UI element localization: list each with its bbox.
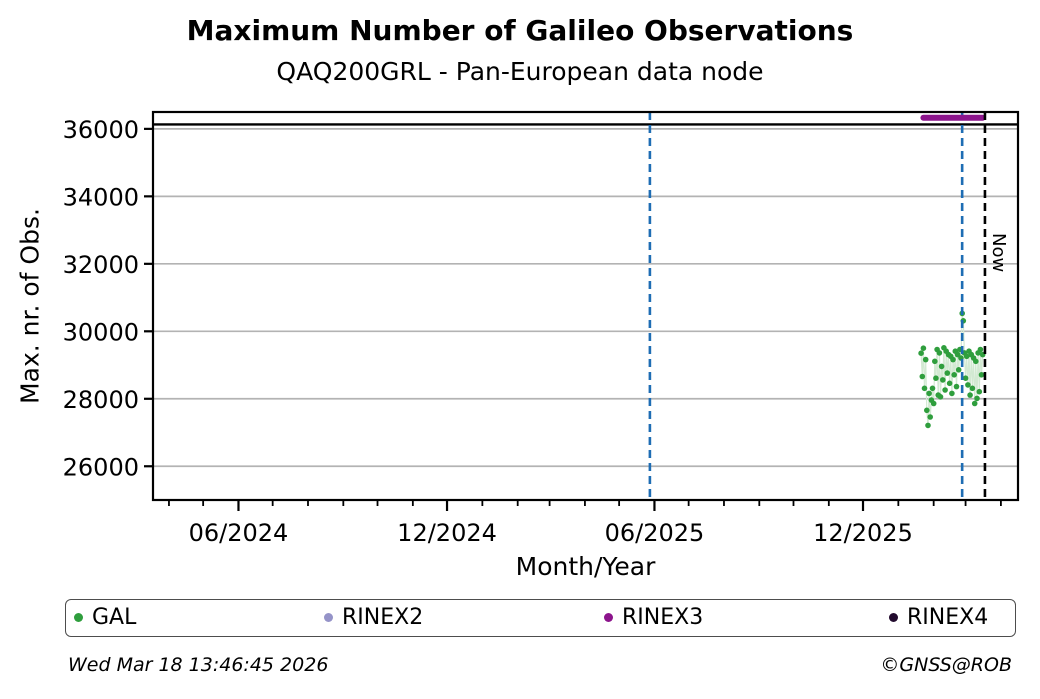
y-tick-label: 28000	[63, 386, 139, 414]
legend-marker-rinex4-icon	[889, 612, 898, 622]
gal-data-point	[930, 400, 937, 407]
y-tick-label: 34000	[63, 183, 139, 211]
legend-box: GAL RINEX2 RINEX3 RINEX4	[65, 599, 1016, 637]
gal-data-point	[926, 390, 932, 397]
gal-data-point	[921, 385, 928, 392]
gal-data-point	[962, 375, 969, 382]
y-tick-label: 26000	[63, 453, 139, 481]
legend-label: RINEX4	[907, 604, 989, 630]
y-tick-label: 36000	[63, 116, 139, 144]
x-tick-label: 12/2024	[397, 519, 497, 547]
gal-data-point	[973, 358, 979, 365]
gal-data-point	[944, 370, 951, 376]
legend-label: GAL	[92, 604, 137, 630]
copyright-label: ©GNSS@ROB	[880, 654, 1012, 676]
legend-marker-rinex2-icon	[324, 612, 333, 622]
gal-data-point	[953, 383, 960, 390]
legend-item-rinex2: RINEX2	[324, 600, 423, 634]
gal-data-point	[978, 372, 985, 378]
gal-data-point	[918, 350, 924, 357]
gal-data-point	[949, 390, 955, 397]
gal-data-point	[938, 363, 945, 370]
gal-data-point	[940, 377, 946, 383]
now-label: Now	[988, 233, 1009, 272]
gal-data-point	[929, 385, 936, 392]
chart-subtitle: QAQ200GRL - Pan-European data node	[276, 57, 764, 86]
gal-data-point	[974, 395, 980, 402]
y-axis-label: Max. nr. of Obs.	[15, 208, 45, 404]
gal-data-point	[977, 346, 984, 353]
gal-data-point	[971, 400, 978, 407]
gal-data-point	[936, 350, 943, 356]
gal-data-point	[963, 353, 970, 360]
legend-item-rinex4: RINEX4	[889, 600, 988, 634]
legend-item-rinex3: RINEX3	[604, 600, 703, 634]
gal-data-point	[927, 414, 933, 420]
gal-data-point	[942, 387, 948, 393]
gal-data-point	[932, 358, 938, 365]
gal-data-point	[965, 382, 971, 388]
y-tick-label: 32000	[63, 251, 139, 279]
gal-data-point	[946, 380, 953, 387]
gal-data-point	[969, 385, 976, 392]
gal-data-point	[937, 394, 944, 400]
gal-data-point	[925, 422, 931, 429]
gal-data-point	[922, 356, 929, 363]
gal-data-point	[976, 388, 983, 395]
plot-border	[151, 110, 1020, 502]
y-tick-label: 30000	[63, 318, 139, 346]
legend-label: RINEX3	[622, 604, 704, 630]
gal-data-point	[924, 407, 930, 414]
legend-marker-gal-icon	[74, 612, 83, 622]
gal-data-point	[950, 356, 956, 363]
gal-data-point	[933, 375, 939, 382]
legend-item-gal: GAL	[74, 600, 136, 634]
gal-series-line	[920, 313, 984, 426]
gal-data-point	[954, 351, 961, 358]
gal-data-point	[919, 373, 926, 380]
gal-data-point	[951, 372, 957, 378]
gal-data-point	[967, 392, 973, 398]
x-tick-label: 12/2025	[813, 519, 913, 547]
gal-data-point	[920, 345, 927, 352]
plot-timestamp: Wed Mar 18 13:46:45 2026	[68, 654, 329, 676]
gal-data-point	[955, 367, 962, 373]
x-tick-label: 06/2024	[189, 519, 289, 547]
x-tick-label: 06/2025	[605, 519, 705, 547]
x-axis-label: Month/Year	[515, 552, 656, 581]
chart-title: Maximum Number of Galileo Observations	[186, 14, 854, 47]
legend-label: RINEX2	[342, 604, 424, 630]
legend-marker-rinex3-icon	[604, 612, 613, 622]
